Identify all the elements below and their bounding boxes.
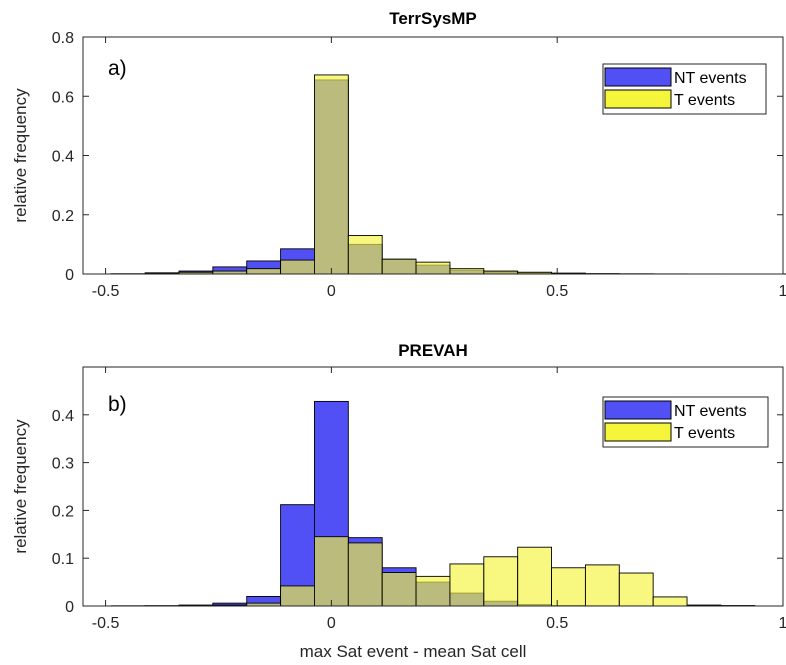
bar: [246, 268, 282, 275]
legend-swatch: [604, 400, 672, 420]
bar: [551, 567, 586, 607]
chart-title: TerrSysMP: [389, 9, 477, 28]
bar: [347, 235, 383, 275]
legend: NT events T events: [602, 396, 769, 448]
bar: [517, 546, 552, 607]
x-tick-label: 1: [779, 615, 786, 632]
series-t-bars: [178, 536, 756, 607]
x-tick-label: 1: [779, 283, 786, 300]
bar: [415, 575, 451, 607]
bar: [618, 572, 654, 607]
x-tick-label: 0: [327, 283, 336, 300]
x-tick-label: 0: [327, 615, 336, 632]
x-axis-label: max Sat event - mean Sat cell: [300, 642, 527, 661]
legend-swatch: [604, 422, 672, 442]
y-tick-label: 0.1: [52, 551, 74, 568]
y-axis-label: relative frequency: [11, 88, 30, 223]
legend: NT events T events: [602, 63, 767, 115]
bar: [280, 585, 315, 607]
bar: [347, 542, 383, 607]
bar: [415, 261, 451, 275]
bar: [449, 268, 485, 275]
axes-box: [82, 366, 784, 607]
y-tick-label: 0.4: [52, 149, 74, 166]
bar: [584, 564, 620, 607]
panel-label: b): [108, 393, 127, 416]
legend-entry: T events: [674, 92, 735, 109]
legend-entry: T events: [674, 425, 735, 442]
bar: [483, 556, 519, 607]
legend-swatch: [604, 67, 672, 87]
y-tick-label: 0.2: [52, 503, 74, 520]
bar: [381, 572, 417, 607]
y-tick-label: 0.2: [52, 208, 74, 225]
x-tick-label: -0.5: [92, 615, 120, 632]
y-tick-label: 0: [65, 599, 74, 616]
legend-swatch: [604, 89, 672, 109]
panel-b: -0.5 0 0.5 1 0 0.1 0.2 0.3 0.4 PREVAH relative fre…: [11, 341, 786, 661]
legend-entry: NT events: [674, 70, 747, 87]
legend-entry: NT events: [674, 403, 747, 420]
y-tick-label: 0.8: [52, 30, 74, 47]
bar: [652, 596, 688, 607]
y-tick-label: 0.3: [52, 456, 74, 473]
panel-a: -0.5 0 0.5 1 0 0.2 0.4 0.6 0.8 TerrSysMP relative …: [11, 9, 786, 300]
bar: [314, 536, 349, 607]
bar: [449, 563, 485, 607]
x-tick-label: 0.5: [546, 283, 568, 300]
y-tick-label: 0.6: [52, 89, 74, 106]
panel-label: a): [108, 57, 127, 80]
bar: [314, 74, 349, 275]
y-axis-label: relative frequency: [11, 419, 30, 554]
x-tick-label: 0.5: [546, 615, 568, 632]
x-tick-label: -0.5: [92, 283, 120, 300]
y-tick-label: 0: [65, 267, 74, 284]
y-tick-label: 0.4: [52, 408, 74, 425]
chart-title: PREVAH: [398, 341, 468, 360]
bar: [280, 259, 315, 275]
bar: [381, 258, 417, 275]
